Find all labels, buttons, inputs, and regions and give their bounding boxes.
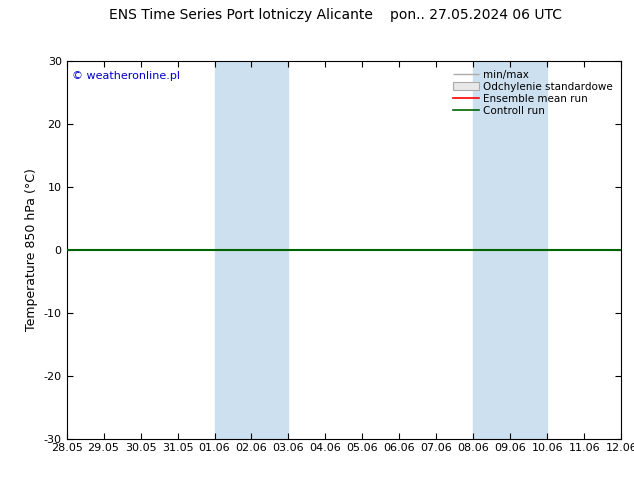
Bar	[214, 61, 288, 439]
Bar	[474, 61, 547, 439]
Text: © weatheronline.pl: © weatheronline.pl	[72, 71, 180, 81]
Legend: min/max, Odchylenie standardowe, Ensemble mean run, Controll run: min/max, Odchylenie standardowe, Ensembl…	[450, 67, 616, 119]
Text: ENS Time Series Port lotniczy Alicante: ENS Time Series Port lotniczy Alicante	[109, 8, 373, 22]
Text: pon.. 27.05.2024 06 UTC: pon.. 27.05.2024 06 UTC	[389, 8, 562, 22]
Y-axis label: Temperature 850 hPa (°C): Temperature 850 hPa (°C)	[25, 169, 38, 331]
